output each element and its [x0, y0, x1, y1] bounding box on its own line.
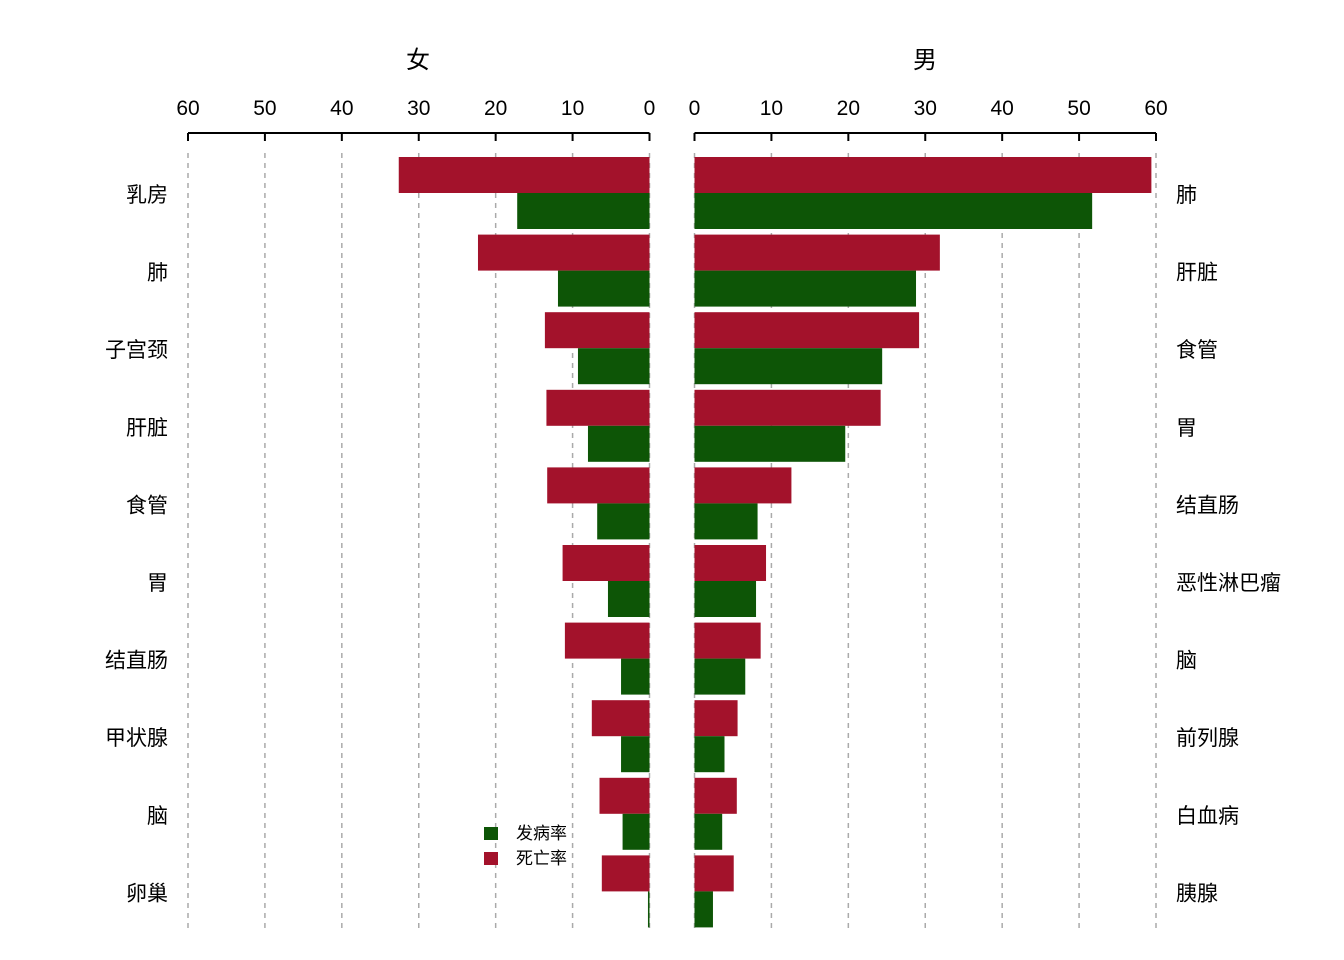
category-label-female-2: 子宫颈	[105, 338, 168, 362]
category-label-male-1: 肝脏	[1176, 261, 1218, 285]
bar-female-mortality-4	[547, 467, 650, 504]
bar-male-incidence-8	[694, 813, 723, 850]
bar-male-incidence-3	[694, 425, 846, 462]
bar-female-incidence-9	[647, 891, 650, 928]
legend-label-0: 发病率	[516, 824, 567, 844]
category-label-male-8: 白血病	[1176, 804, 1239, 828]
bar-male-incidence-4	[694, 503, 758, 540]
category-label-male-4: 结直肠	[1176, 493, 1239, 517]
legend-label-1: 死亡率	[516, 849, 567, 869]
category-label-female-8: 脑	[147, 804, 168, 828]
category-label-male-5: 恶性淋巴瘤	[1176, 571, 1281, 595]
x-tick-label-female-10: 10	[561, 97, 584, 120]
category-label-male-6: 脑	[1176, 649, 1197, 673]
category-label-male-2: 食管	[1176, 338, 1218, 362]
bar-female-incidence-4	[597, 503, 650, 540]
bar-male-mortality-7	[694, 700, 738, 737]
grid-layer	[187, 153, 1157, 928]
bar-female-mortality-6	[564, 622, 650, 659]
bar-male-mortality-2	[694, 312, 920, 349]
x-tick-label-male-60: 60	[1144, 97, 1167, 120]
category-label-male-9: 胰腺	[1176, 881, 1218, 905]
legend-swatch-0	[484, 827, 498, 840]
category-label-female-5: 胃	[147, 571, 168, 595]
bar-female-mortality-3	[546, 389, 650, 426]
bar-male-incidence-1	[694, 270, 917, 307]
category-label-female-4: 食管	[126, 493, 168, 517]
x-tick-label-male-20: 20	[837, 97, 860, 120]
bar-female-incidence-3	[587, 425, 650, 462]
bar-female-mortality-5	[562, 545, 650, 581]
legend-swatch-1	[484, 852, 498, 865]
category-label-male-7: 前列腺	[1176, 726, 1239, 750]
bar-female-mortality-2	[544, 312, 650, 349]
bar-male-incidence-0	[694, 193, 1093, 229]
bar-female-mortality-7	[591, 700, 650, 737]
bar-layer	[398, 157, 1152, 928]
bar-female-mortality-1	[477, 234, 650, 271]
x-tick-label-female-50: 50	[253, 97, 276, 120]
axis-layer	[187, 132, 1157, 141]
x-tick-label-male-0: 0	[689, 97, 701, 120]
panel-title-male: 男	[913, 46, 937, 74]
x-tick-label-female-0: 0	[644, 97, 656, 120]
bar-male-mortality-9	[694, 855, 734, 892]
bar-female-incidence-7	[621, 736, 650, 773]
category-label-female-3: 肝脏	[126, 416, 168, 440]
bar-female-mortality-9	[601, 855, 650, 892]
bar-female-incidence-6	[621, 658, 650, 695]
x-tick-label-male-30: 30	[914, 97, 937, 120]
category-label-female-7: 甲状腺	[105, 726, 168, 750]
panel-title-female: 女	[406, 46, 430, 74]
bar-female-incidence-1	[557, 270, 650, 307]
category-label-male-3: 胃	[1176, 416, 1197, 440]
bar-male-incidence-5	[694, 581, 757, 617]
bar-female-mortality-8	[599, 777, 650, 814]
x-tick-label-female-60: 60	[176, 97, 199, 120]
bar-male-mortality-5	[694, 545, 767, 581]
bar-male-mortality-6	[694, 622, 761, 659]
bar-male-incidence-7	[694, 736, 725, 773]
bar-male-mortality-0	[694, 157, 1152, 193]
bar-female-incidence-8	[622, 813, 650, 850]
category-label-female-9: 卵巢	[126, 881, 168, 905]
bar-female-incidence-5	[607, 581, 650, 617]
x-tick-label-male-10: 10	[760, 97, 783, 120]
bar-male-mortality-3	[694, 389, 881, 426]
bar-male-mortality-4	[694, 467, 792, 504]
bar-male-mortality-1	[694, 234, 940, 271]
bar-female-mortality-0	[398, 157, 650, 193]
bar-female-incidence-2	[577, 348, 650, 385]
x-tick-label-male-40: 40	[990, 97, 1013, 120]
x-tick-label-female-30: 30	[407, 97, 430, 120]
bar-male-incidence-2	[694, 348, 883, 385]
x-tick-label-male-50: 50	[1067, 97, 1090, 120]
bar-male-mortality-8	[694, 777, 737, 814]
category-label-male-0: 肺	[1176, 183, 1197, 207]
bar-male-incidence-9	[694, 891, 713, 928]
bar-female-incidence-0	[517, 193, 650, 229]
category-label-female-1: 肺	[147, 261, 168, 285]
bar-male-incidence-6	[694, 658, 746, 695]
x-tick-label-female-20: 20	[484, 97, 507, 120]
category-label-female-6: 结直肠	[105, 649, 168, 673]
x-tick-label-female-40: 40	[330, 97, 353, 120]
category-label-female-0: 乳房	[126, 183, 168, 207]
